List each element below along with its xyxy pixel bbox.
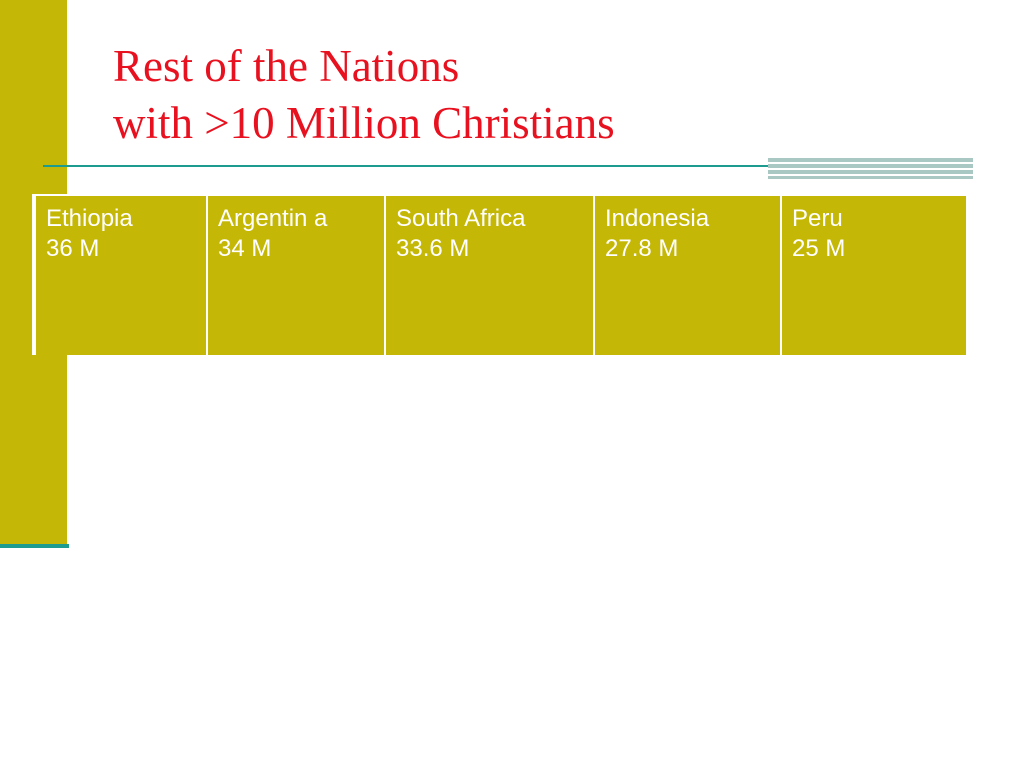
title-line-1: Rest of the Nations	[113, 41, 460, 91]
cell-value: 36 M	[46, 235, 100, 262]
table-row: Ethiopia 36 M Argentin a 34 M South Afri…	[34, 195, 966, 355]
cell-country: Peru	[792, 205, 843, 232]
table-cell-indonesia: Indonesia 27.8 M	[594, 195, 782, 355]
cell-country: South Africa	[396, 205, 526, 232]
cell-country: Argentin a	[218, 205, 328, 232]
title-divider-accent	[768, 158, 973, 179]
cell-country: Ethiopia	[46, 205, 133, 232]
cell-value: 34 M	[218, 235, 272, 262]
title-divider-line	[43, 165, 973, 167]
cell-value: 25 M	[792, 235, 846, 262]
table-cell-peru: Peru 25 M	[781, 195, 966, 355]
cell-country: Indonesia	[605, 205, 710, 232]
table-cell-south-africa: South Africa 33.6 M	[385, 195, 595, 355]
nations-table: Ethiopia 36 M Argentin a 34 M South Afri…	[32, 194, 966, 355]
left-bar-underline	[0, 544, 69, 548]
cell-value: 33.6 M	[396, 235, 470, 262]
slide-title: Rest of the Nations with >10 Million Chr…	[113, 38, 615, 152]
cell-value: 27.8 M	[605, 235, 679, 262]
table-cell-argentina: Argentin a 34 M	[207, 195, 386, 355]
table-cell-ethiopia: Ethiopia 36 M	[34, 195, 208, 355]
title-line-2: with >10 Million Christians	[113, 98, 615, 148]
